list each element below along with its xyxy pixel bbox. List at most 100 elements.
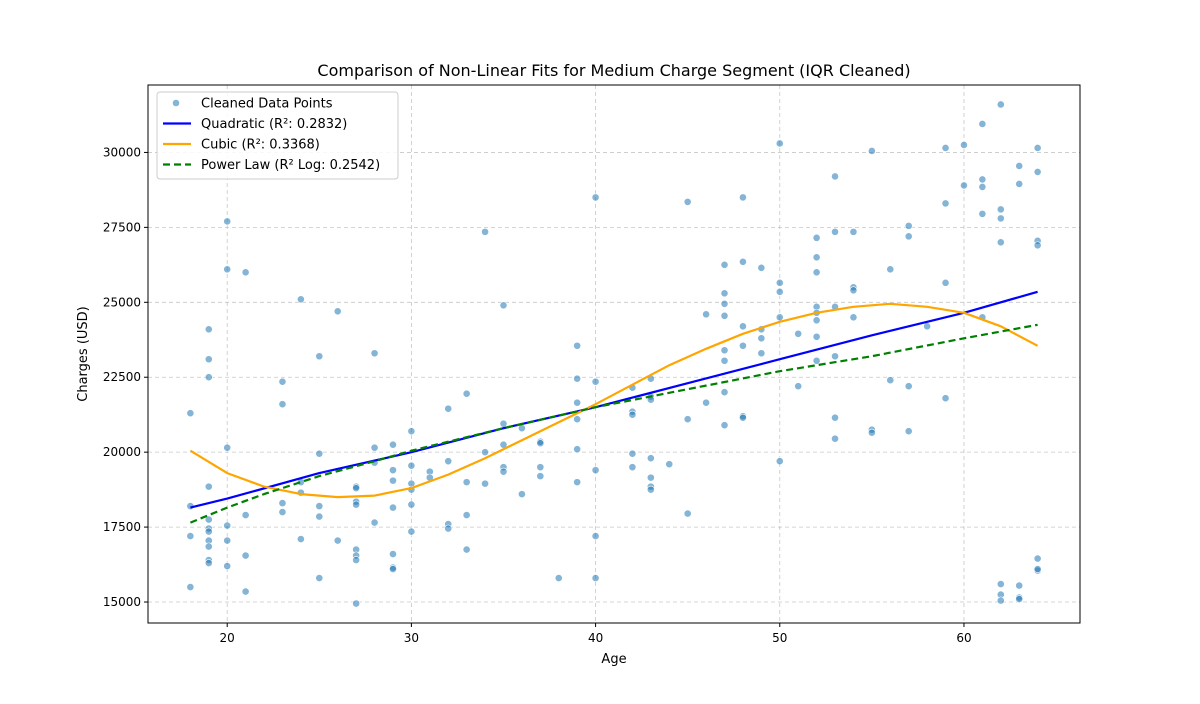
data-point [315,449,324,458]
data-point [499,301,508,310]
data-point [518,490,526,499]
data-point [333,307,342,316]
data-point [1033,565,1042,573]
data-point [573,374,582,383]
axis-ticks: 20 30 40 50 60 15000 17500 20000 22500 25000 27500… [103,145,972,645]
data-point [481,479,489,488]
scatter-points [186,100,1042,608]
data-point [996,580,1005,588]
data-point [204,515,213,524]
data-point [646,473,655,482]
data-point [241,511,250,520]
x-tick-label: 40 [588,631,603,645]
data-point [407,461,416,470]
data-point [904,232,913,241]
data-point [352,556,361,564]
data-point [941,144,950,152]
data-point [996,205,1005,214]
data-point [886,376,895,385]
data-point [775,457,784,466]
data-point [333,536,342,545]
y-axis-label: Charges (USD) [76,306,91,401]
data-point [186,583,195,591]
data-point [591,532,600,540]
data-point [223,443,232,452]
x-tick-label: 30 [404,631,419,645]
data-point [1033,144,1042,152]
data-point [996,596,1005,605]
data-point [499,467,508,476]
data-point [1033,168,1042,176]
data-point [812,332,821,341]
data-point [960,181,968,190]
data-point [720,421,729,430]
y-tick-label: 25000 [103,295,141,309]
data-point [849,227,858,236]
data-point [536,463,545,472]
data-point [204,325,213,334]
data-point [628,410,637,419]
data-point [978,120,987,128]
data-point [278,499,287,508]
data-point [296,535,305,543]
data-point [462,389,471,398]
fit-line [190,290,1038,509]
data-point [904,221,913,230]
data-point [812,268,821,277]
data-point [462,511,471,520]
data-point [812,253,821,262]
chart-title: Comparison of Non-Linear Fits for Medium… [317,61,910,80]
data-point [481,448,489,457]
data-point [573,478,582,487]
data-point [720,356,729,365]
data-point [978,209,987,218]
data-point [278,400,287,409]
data-point [941,278,950,287]
data-point [720,346,729,355]
legend-label: Cleaned Data Points [201,97,333,112]
data-point [591,466,600,475]
data-point [536,472,545,481]
data-point [389,440,397,449]
data-point [204,373,213,382]
data-point [278,377,287,386]
data-point [978,183,987,191]
data-point [683,415,692,424]
plot-frame [147,84,1081,624]
data-point [996,100,1005,109]
data-point [204,527,213,536]
data-point [315,502,324,511]
data-point [315,574,324,582]
data-point [775,278,784,287]
data-point [315,512,324,521]
data-point [941,394,950,403]
data-point [573,415,582,424]
y-tick-label: 27500 [103,220,141,234]
data-point [831,172,839,181]
data-point [352,484,361,493]
x-tick-label: 50 [772,631,787,645]
data-point [812,233,821,242]
data-point [702,310,710,319]
data-point [462,545,471,554]
data-point [462,478,471,487]
data-point [757,349,766,358]
data-point [849,313,858,322]
data-point [831,227,839,236]
data-point [241,551,250,560]
data-point [757,263,766,272]
data-point [941,199,950,208]
y-tick-label: 22500 [103,370,141,384]
data-point [739,193,747,202]
data-point [831,434,839,443]
legend-label: Cubic (R²: 0.3368) [201,138,320,153]
y-tick-label: 30000 [103,145,141,159]
data-point [739,413,747,422]
data-point [204,355,213,364]
y-tick-label: 20000 [103,445,141,459]
y-tick-label: 15000 [103,595,141,609]
data-point [739,341,747,350]
data-point [186,409,195,418]
data-point [223,536,232,545]
data-point [352,599,361,608]
